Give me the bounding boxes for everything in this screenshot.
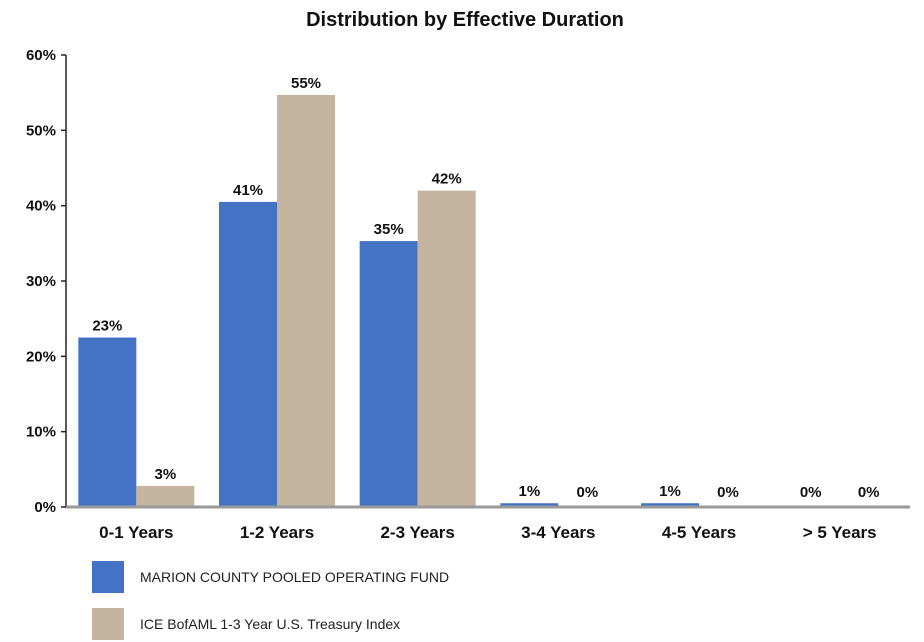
y-tick-label: 60%: [26, 47, 56, 64]
bar: [500, 503, 559, 507]
legend-swatch: [92, 608, 124, 640]
legend-swatch: [92, 561, 124, 593]
data-label: 1%: [518, 483, 540, 500]
x-tick-label: 2-3 Years: [380, 523, 454, 542]
legend-label: ICE BofAML 1-3 Year U.S. Treasury Index: [140, 616, 400, 632]
data-label: 0%: [576, 484, 598, 501]
data-label: 42%: [432, 171, 462, 188]
bar: [277, 94, 335, 507]
bar: [136, 485, 195, 507]
data-label: 1%: [659, 483, 681, 500]
data-label: 35%: [374, 221, 404, 238]
y-tick-label: 20%: [26, 348, 56, 365]
data-label: 0%: [858, 484, 880, 501]
bar: [641, 503, 699, 507]
y-tick-label: 10%: [26, 424, 56, 441]
x-axis: 0-1 Years 1-2 Years 2-3 Years 3-4 Years 4-5 …: [66, 505, 910, 542]
bar: [417, 190, 476, 507]
data-label: 0%: [800, 484, 822, 501]
y-tick-label: 0%: [34, 499, 56, 516]
chart-title: Distribution by Effective Duration: [306, 9, 624, 31]
legend: MARION COUNTY POOLED OPERATING FUND ICE B…: [92, 561, 449, 640]
y-tick-label: 30%: [26, 273, 56, 290]
x-tick-label: 1-2 Years: [240, 523, 314, 542]
data-label: 0%: [717, 484, 739, 501]
bars: 23% 3% 41% 55% 35% 42% 1% 0% 1% 0% 0% 0%: [78, 75, 880, 507]
legend-label: MARION COUNTY POOLED OPERATING FUND: [140, 569, 449, 585]
bar: [219, 201, 277, 507]
x-tick-label: > 5 Years: [803, 523, 877, 542]
x-tick-label: 0-1 Years: [99, 523, 173, 542]
data-label: 41%: [233, 182, 263, 199]
y-tick-label: 50%: [26, 122, 56, 139]
data-label: 3%: [154, 466, 176, 483]
bar: [359, 241, 418, 507]
y-axis: 0% 10% 20% 30% 40% 50% 60%: [26, 47, 67, 516]
data-label: 55%: [291, 75, 321, 92]
bar: [78, 337, 137, 507]
x-tick-label: 3-4 Years: [521, 523, 595, 542]
x-tick-label: 4-5 Years: [662, 523, 736, 542]
data-label: 23%: [92, 318, 122, 335]
y-tick-label: 40%: [26, 198, 56, 215]
